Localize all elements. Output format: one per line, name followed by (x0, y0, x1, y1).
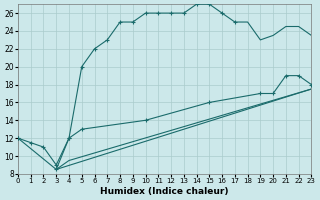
X-axis label: Humidex (Indice chaleur): Humidex (Indice chaleur) (100, 187, 229, 196)
